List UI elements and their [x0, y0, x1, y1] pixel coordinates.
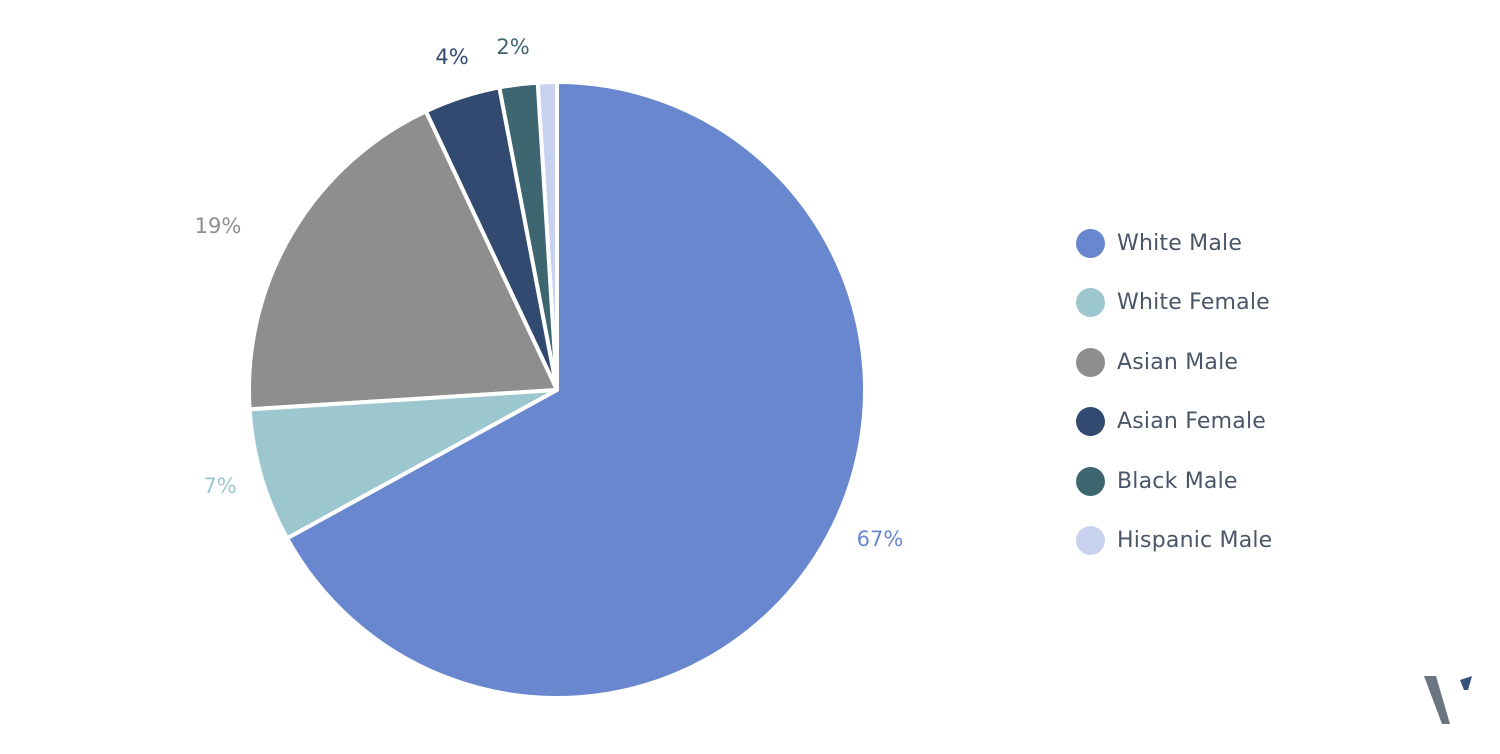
legend-swatch-asian-female — [1076, 407, 1105, 436]
brand-logo-svg — [1424, 676, 1472, 724]
legend-item-asian-female: Asian Female — [1076, 407, 1436, 437]
legend-label-white-male: White Male — [1117, 230, 1243, 256]
legend-item-black-male: Black Male — [1076, 466, 1436, 496]
slice-label-asian-female: 4% — [435, 45, 468, 69]
brand-logo-left-stroke — [1424, 676, 1450, 724]
legend-item-white-male: White Male — [1076, 228, 1436, 258]
brand-logo-icon — [1420, 672, 1476, 728]
pie-slice-white-female — [247, 388, 559, 541]
legend-swatch-white-female — [1076, 288, 1105, 317]
legend-item-hispanic-male: Hispanic Male — [1076, 526, 1436, 556]
slice-label-white-female: 7% — [203, 474, 236, 498]
legend: White Male White Female Asian Male Asian… — [1076, 228, 1436, 585]
slice-label-white-male: 67% — [857, 527, 904, 551]
legend-swatch-white-male — [1076, 228, 1105, 258]
brand-logo-right-stroke — [1460, 676, 1472, 690]
legend-label-hispanic-male: Hispanic Male — [1117, 528, 1273, 553]
legend-item-white-female: White Female — [1076, 288, 1436, 318]
legend-label-asian-female: Asian Female — [1117, 409, 1266, 434]
slice-label-asian-male: 19% — [195, 214, 242, 238]
legend-swatch-asian-male — [1076, 347, 1105, 377]
legend-label-asian-male: Asian Male — [1117, 349, 1239, 375]
legend-label-black-male: Black Male — [1117, 468, 1238, 494]
legend-swatch-black-male — [1076, 466, 1105, 496]
pie-slice-asian-male — [247, 109, 559, 412]
legend-swatch-hispanic-male — [1076, 526, 1105, 555]
legend-label-white-female: White Female — [1117, 290, 1270, 315]
slice-label-black-male: 2% — [496, 35, 529, 59]
pie-slice-white-male — [285, 80, 867, 700]
legend-item-asian-male: Asian Male — [1076, 347, 1436, 377]
